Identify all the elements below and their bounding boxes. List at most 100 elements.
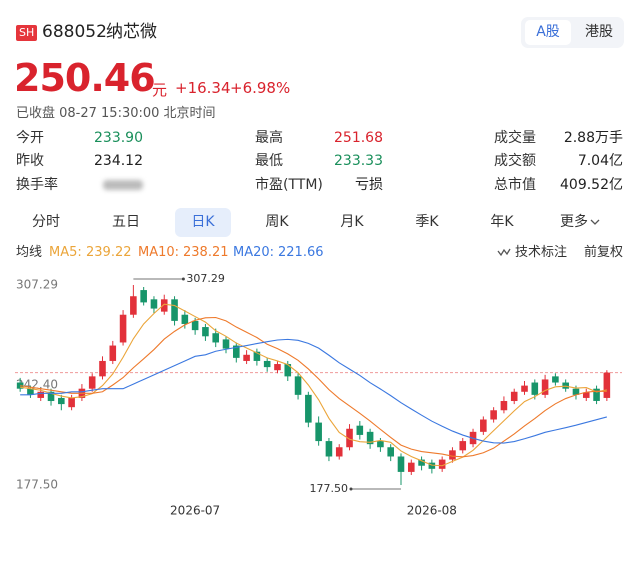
market-tab[interactable]: 港股 [585, 24, 613, 40]
candle-body [150, 299, 158, 309]
y-tick-label: 177.50 [16, 478, 58, 492]
period-tab[interactable]: 更多 [552, 208, 608, 237]
candle-body [37, 391, 45, 398]
candle-body [366, 431, 374, 445]
candle-body [428, 462, 436, 469]
ma-line [20, 303, 607, 467]
candle-body [58, 397, 65, 405]
period-tab[interactable]: 月K [340, 214, 364, 230]
annotation-label: 307.29 [186, 272, 225, 285]
candle-body [531, 382, 539, 395]
stat-label: 换手率 [16, 177, 58, 193]
candle-body [603, 372, 611, 398]
stat-label: 总市值 [494, 177, 536, 193]
tool-annotate[interactable]: 技术标注 [515, 245, 568, 260]
candle-body [418, 459, 425, 466]
x-tick-label: 2026-07 [170, 504, 220, 518]
candle-body [305, 394, 312, 423]
candle-body [490, 410, 497, 420]
candle-body [325, 441, 333, 457]
candle-body [160, 299, 168, 312]
legend-value: 238.21 [183, 245, 229, 260]
stat-value: 234.12 [94, 153, 143, 169]
candle-body [397, 456, 405, 472]
legend-value: 239.22 [86, 245, 132, 260]
price-change-pct: +6.98% [230, 79, 291, 97]
candle-body [480, 419, 487, 432]
ma-line [20, 316, 607, 458]
market-status: 已收盘 08-27 15:30:00 北京时间 [16, 106, 216, 121]
stat-value: 233.33 [334, 153, 383, 169]
candle-body [294, 376, 302, 395]
stat-value: 亏损 [355, 177, 383, 193]
ma-line [20, 338, 607, 444]
market-tab[interactable]: A股 [525, 20, 571, 45]
tool-adjust[interactable]: 前复权 [584, 245, 624, 260]
candle-body [407, 462, 415, 472]
period-tab[interactable]: 周K [265, 214, 289, 230]
annotation-label: 177.50 [309, 482, 348, 495]
period-tab[interactable]: 五日 [112, 214, 140, 230]
candle-body [27, 388, 34, 395]
candle-body [449, 450, 456, 460]
candle-body [109, 345, 117, 361]
candle-body [212, 333, 220, 343]
stat-label: 市盈(TTM) [255, 177, 323, 193]
candle-body [233, 345, 240, 358]
period-tab[interactable]: 分时 [32, 214, 60, 230]
period-tab[interactable]: 日K [175, 208, 231, 237]
candle-body [572, 388, 580, 395]
menu-chevron [590, 219, 600, 225]
period-tab[interactable]: 季K [415, 214, 439, 230]
candle-body [438, 459, 446, 469]
candle-body [356, 425, 364, 435]
candle-body [521, 385, 528, 392]
stat-value: 409.52亿 [560, 177, 623, 193]
candle-body [68, 397, 75, 408]
legend-name: MA20: [233, 245, 275, 260]
legend-value: 221.66 [278, 245, 324, 260]
candle-body [387, 447, 394, 457]
candle-body [562, 382, 569, 389]
candle-body [593, 388, 600, 401]
stat-value: 7.04亿 [577, 153, 623, 169]
candle-body [459, 441, 467, 451]
candle-body [16, 382, 24, 389]
stat-value-blurred [103, 180, 143, 190]
indicator-label: 均线 [16, 245, 43, 260]
period-tab[interactable]: 年K [490, 214, 514, 230]
x-tick-label: 2026-08 [407, 504, 457, 518]
candle-body [222, 339, 230, 349]
candle-body [315, 422, 322, 442]
candle-body [263, 360, 271, 368]
stat-label: 最高 [255, 130, 283, 146]
candle-body [119, 314, 127, 343]
candle-body [88, 376, 96, 389]
stat-value: 2.88万手 [563, 130, 623, 146]
stock-name: 纳芯微 [106, 22, 157, 42]
candle-body [552, 376, 559, 383]
candle-body [191, 320, 199, 331]
market-toggle: A股 港股 [521, 17, 624, 48]
candle-body [582, 392, 590, 398]
candle-body [181, 314, 189, 324]
candle-body [346, 428, 353, 448]
stat-label: 今开 [16, 130, 44, 146]
legend-name: MA10: [138, 245, 180, 260]
price-unit: 元 [152, 81, 168, 99]
legend-name: MA5: [49, 245, 82, 260]
y-tick-label: 307.29 [16, 278, 58, 292]
candle-body [140, 290, 147, 303]
stat-value: 251.68 [334, 130, 383, 146]
price: 250.46 [14, 56, 156, 100]
market-badge: SH [16, 25, 38, 41]
candle-body [47, 391, 55, 402]
candle-body [202, 327, 209, 337]
candle-body [284, 364, 292, 377]
stat-label: 昨收 [16, 153, 44, 169]
stat-label: 成交量 [494, 130, 536, 146]
stat-label: 成交额 [494, 153, 536, 169]
price-change: +16.34 [175, 79, 231, 97]
